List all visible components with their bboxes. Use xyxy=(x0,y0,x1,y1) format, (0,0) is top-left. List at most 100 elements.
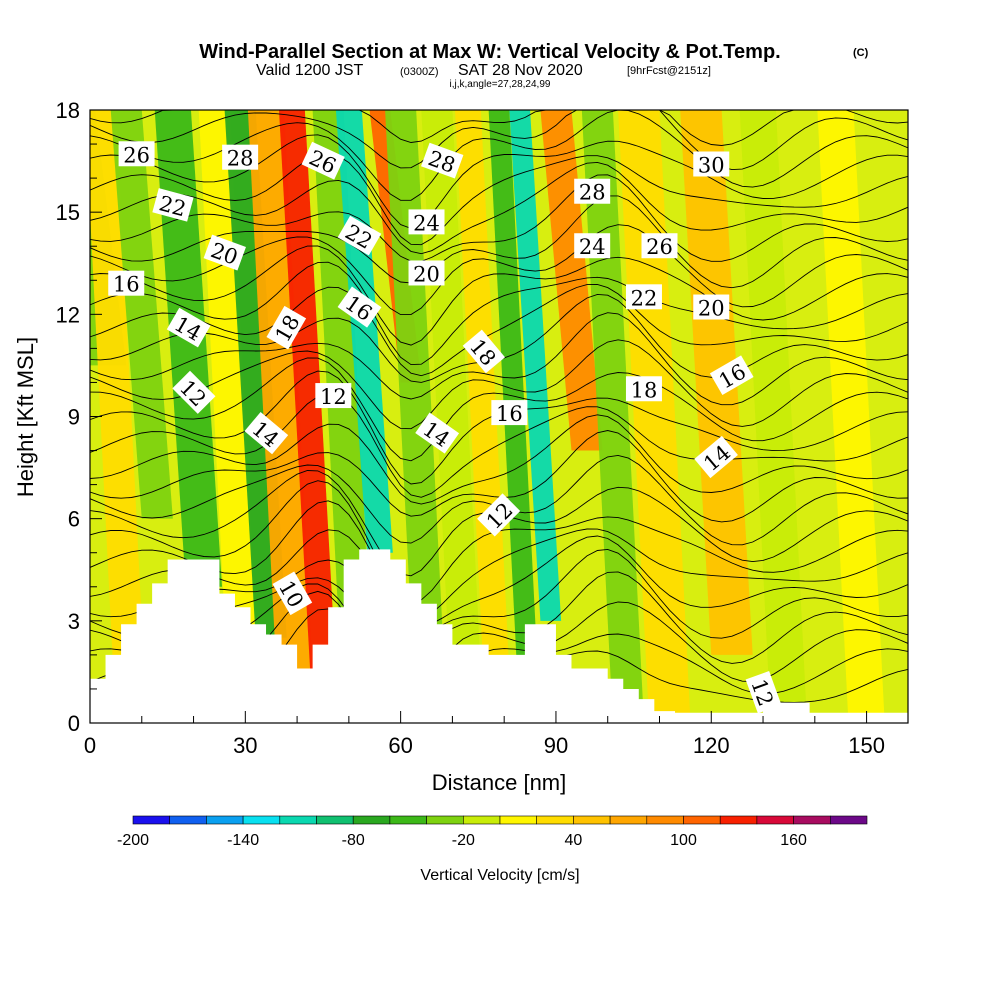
colorbar-swatch xyxy=(316,815,354,825)
colorbar-swatch xyxy=(573,815,611,825)
contour-label-box xyxy=(491,400,528,426)
y-tick-label: 18 xyxy=(56,98,80,123)
contour-label: 20 xyxy=(408,260,445,286)
x-tick-label: 150 xyxy=(848,733,885,758)
contour-label-box xyxy=(693,151,730,177)
velocity-band xyxy=(581,110,644,723)
contour-label-box xyxy=(266,305,307,350)
colorbar-swatch xyxy=(756,815,794,825)
contour-label-text: 30 xyxy=(698,153,725,177)
theta-contour-line xyxy=(90,312,908,406)
theta-contour-line xyxy=(90,357,908,462)
contour-label-box xyxy=(625,284,662,310)
colorbar-swatch xyxy=(719,815,758,825)
colorbar-tick-label: 100 xyxy=(670,832,697,849)
x-tick-label: 90 xyxy=(544,733,568,758)
theta-contour-line xyxy=(90,110,908,146)
contour-label-box xyxy=(415,412,460,454)
theta-contour-line xyxy=(90,548,908,639)
grid-indices: i,j,k,angle=27,28,24,99 xyxy=(450,79,551,90)
contour-label-box xyxy=(272,571,313,616)
theta-contour-line xyxy=(90,393,908,498)
colorbar-swatch xyxy=(206,815,244,825)
contour-label: 12 xyxy=(745,670,782,714)
velocity-band xyxy=(509,110,562,621)
contour-label-box xyxy=(574,233,611,259)
contour-label: 28 xyxy=(574,178,611,205)
theta-contour-line xyxy=(90,245,908,346)
colorbar-tick-label: -80 xyxy=(342,832,365,849)
contour-label: 24 xyxy=(574,233,611,259)
colorbar-swatch xyxy=(462,815,501,825)
contour-label: 20 xyxy=(693,294,730,321)
x-axis: 0 30 60 90 120 150 xyxy=(84,711,885,758)
colorbar-swatch xyxy=(499,815,538,825)
colorbar-swatch xyxy=(169,815,207,825)
velocity-band xyxy=(454,110,512,723)
velocity-band xyxy=(110,110,173,519)
contour-label-box xyxy=(574,178,611,204)
colorbar-swatch xyxy=(279,815,317,825)
colorbar-swatch xyxy=(829,815,868,825)
contour-label-box xyxy=(301,141,345,180)
velocity-band xyxy=(540,110,603,451)
colorbar-swatch xyxy=(132,815,171,825)
colorbar-swatch xyxy=(242,815,281,825)
colorbar-swatch xyxy=(536,815,574,825)
contour-label-box xyxy=(745,670,782,714)
velocity-band xyxy=(385,110,448,723)
contour-label: 12 xyxy=(315,383,352,409)
colorbar-tick-label: 160 xyxy=(780,832,807,849)
contour-label: 30 xyxy=(693,151,730,177)
colorbar-tick-label: 40 xyxy=(565,832,583,849)
y-tick-label: 15 xyxy=(56,200,80,225)
contour-label: 24 xyxy=(408,209,445,235)
theta-contour-line xyxy=(90,414,908,505)
contour-label-box xyxy=(337,215,382,256)
contour-label-box xyxy=(641,233,678,259)
y-tick-label: 6 xyxy=(68,507,80,532)
theta-contour-line xyxy=(90,529,908,627)
contour-label: 26 xyxy=(118,141,155,167)
theta-contour-line xyxy=(90,500,908,619)
contour-label: 26 xyxy=(641,233,678,259)
colorbar-swatch xyxy=(389,815,427,825)
theta-contour-line xyxy=(90,153,908,246)
theta-contour-line xyxy=(90,339,908,430)
colorbar-tick-label: -140 xyxy=(227,832,259,849)
y-tick-label: 3 xyxy=(68,609,80,634)
contour-label: 16 xyxy=(108,270,145,297)
contour-label: 28 xyxy=(222,144,259,171)
colorbar: -200 -140 -80 -20 40 100 160 xyxy=(117,815,868,849)
velocity-band xyxy=(278,110,336,669)
x-tick-label: 60 xyxy=(388,733,412,758)
theta-contour-line xyxy=(90,174,908,262)
contour-label-text: 18 xyxy=(631,378,658,402)
contour-label-text: 12 xyxy=(320,385,347,409)
velocity-band xyxy=(154,110,223,587)
contour-label-box xyxy=(315,383,352,409)
contour-label-text: 20 xyxy=(698,297,725,321)
contour-label: 22 xyxy=(152,188,194,222)
contour-label-box xyxy=(408,209,445,235)
theta-contour-line xyxy=(90,110,908,171)
contour-label-box xyxy=(172,370,216,414)
y-axis: 0 3 6 9 12 15 18 xyxy=(56,98,102,736)
contour-label-box xyxy=(421,142,464,179)
colorbar-swatch xyxy=(426,815,464,825)
x-tick-label: 30 xyxy=(233,733,257,758)
contour-label-text: 16 xyxy=(496,402,523,426)
y-tick-label: 12 xyxy=(56,302,80,327)
valid-date: SAT 28 Nov 2020 xyxy=(458,62,583,79)
velocity-band xyxy=(817,110,885,723)
y-tick-label: 9 xyxy=(68,405,80,430)
contour-label-box xyxy=(244,411,289,455)
colorbar-swatch xyxy=(352,815,391,825)
contour-label-text: 24 xyxy=(579,235,606,259)
colorbar-swatch xyxy=(793,815,831,825)
velocity-band xyxy=(90,110,147,723)
colorbar-tick-label: -200 xyxy=(117,832,149,849)
theta-contour-line xyxy=(90,284,908,377)
